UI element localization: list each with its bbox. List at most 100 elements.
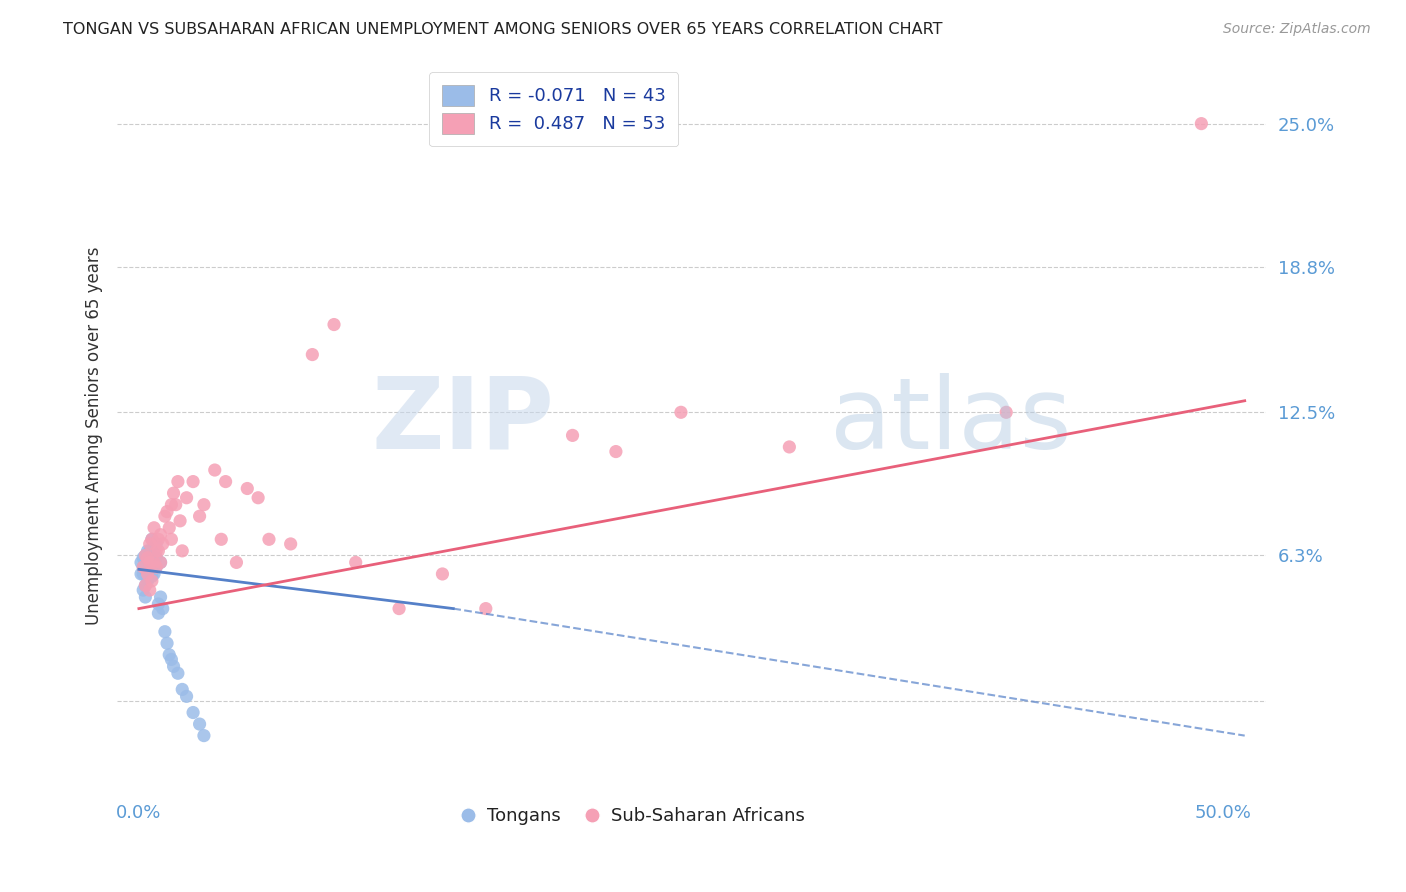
Point bbox=[432, 566, 454, 581]
Point bbox=[149, 590, 172, 604]
Text: TONGAN VS SUBSAHARAN AFRICAN UNEMPLOYMENT AMONG SENIORS OVER 65 YEARS CORRELATIO: TONGAN VS SUBSAHARAN AFRICAN UNEMPLOYMEN… bbox=[63, 22, 943, 37]
Point bbox=[153, 509, 176, 524]
Point bbox=[134, 549, 156, 563]
Point bbox=[344, 556, 367, 570]
Point bbox=[157, 521, 180, 535]
Text: Source: ZipAtlas.com: Source: ZipAtlas.com bbox=[1223, 22, 1371, 37]
Point bbox=[141, 533, 163, 547]
Point bbox=[141, 574, 163, 588]
Point bbox=[257, 533, 280, 547]
Point bbox=[145, 560, 167, 574]
Point bbox=[134, 562, 156, 576]
Point bbox=[176, 690, 198, 704]
Point bbox=[172, 544, 194, 558]
Point bbox=[129, 556, 152, 570]
Point bbox=[149, 556, 172, 570]
Point bbox=[160, 498, 183, 512]
Point bbox=[143, 521, 166, 535]
Point bbox=[149, 527, 172, 541]
Point bbox=[134, 549, 156, 563]
Point bbox=[138, 562, 160, 576]
Point bbox=[134, 578, 156, 592]
Point bbox=[162, 486, 184, 500]
Point bbox=[141, 533, 163, 547]
Point bbox=[214, 475, 236, 489]
Point bbox=[148, 597, 170, 611]
Point bbox=[204, 463, 226, 477]
Point bbox=[134, 556, 156, 570]
Point bbox=[145, 537, 167, 551]
Point bbox=[669, 405, 692, 419]
Point bbox=[136, 544, 159, 558]
Text: ZIP: ZIP bbox=[371, 373, 554, 469]
Point bbox=[134, 590, 156, 604]
Point bbox=[153, 624, 176, 639]
Point bbox=[136, 574, 159, 588]
Point bbox=[156, 505, 179, 519]
Point bbox=[181, 475, 204, 489]
Point bbox=[152, 537, 174, 551]
Point bbox=[148, 533, 170, 547]
Point bbox=[160, 652, 183, 666]
Point bbox=[236, 482, 259, 496]
Point bbox=[136, 566, 159, 581]
Point bbox=[138, 556, 160, 570]
Point bbox=[145, 560, 167, 574]
Point bbox=[143, 556, 166, 570]
Point bbox=[301, 347, 323, 361]
Point bbox=[138, 583, 160, 598]
Point bbox=[188, 717, 211, 731]
Point bbox=[143, 566, 166, 581]
Point bbox=[475, 601, 498, 615]
Point bbox=[129, 566, 152, 581]
Point bbox=[141, 569, 163, 583]
Point bbox=[141, 560, 163, 574]
Point bbox=[193, 729, 215, 743]
Point bbox=[167, 666, 190, 681]
Legend: Tongans, Sub-Saharan Africans: Tongans, Sub-Saharan Africans bbox=[454, 798, 814, 834]
Point bbox=[1189, 117, 1212, 131]
Point bbox=[136, 550, 159, 565]
Point bbox=[138, 566, 160, 581]
Point bbox=[134, 578, 156, 592]
Point bbox=[143, 544, 166, 558]
Y-axis label: Unemployment Among Seniors over 65 years: Unemployment Among Seniors over 65 years bbox=[86, 246, 103, 624]
Point bbox=[132, 560, 155, 574]
Point bbox=[209, 533, 232, 547]
Point bbox=[995, 405, 1018, 419]
Point bbox=[160, 533, 183, 547]
Point bbox=[132, 550, 155, 565]
Point bbox=[193, 498, 215, 512]
Point bbox=[132, 583, 155, 598]
Point bbox=[132, 560, 155, 574]
Point bbox=[136, 550, 159, 565]
Point bbox=[176, 491, 198, 505]
Point bbox=[172, 682, 194, 697]
Point bbox=[280, 537, 302, 551]
Point bbox=[605, 444, 627, 458]
Point bbox=[561, 428, 583, 442]
Point bbox=[181, 706, 204, 720]
Point bbox=[148, 606, 170, 620]
Point bbox=[138, 544, 160, 558]
Point bbox=[152, 601, 174, 615]
Point bbox=[157, 648, 180, 662]
Point bbox=[132, 566, 155, 581]
Point bbox=[138, 556, 160, 570]
Point bbox=[323, 318, 346, 332]
Point bbox=[148, 544, 170, 558]
Point bbox=[388, 601, 411, 615]
Point bbox=[247, 491, 270, 505]
Point bbox=[225, 556, 247, 570]
Point bbox=[149, 556, 172, 570]
Text: atlas: atlas bbox=[830, 373, 1071, 469]
Point bbox=[778, 440, 800, 454]
Point bbox=[167, 475, 190, 489]
Point bbox=[136, 560, 159, 574]
Point bbox=[145, 550, 167, 565]
Point bbox=[188, 509, 211, 524]
Point bbox=[156, 636, 179, 650]
Point bbox=[162, 659, 184, 673]
Point bbox=[169, 514, 191, 528]
Point bbox=[165, 498, 187, 512]
